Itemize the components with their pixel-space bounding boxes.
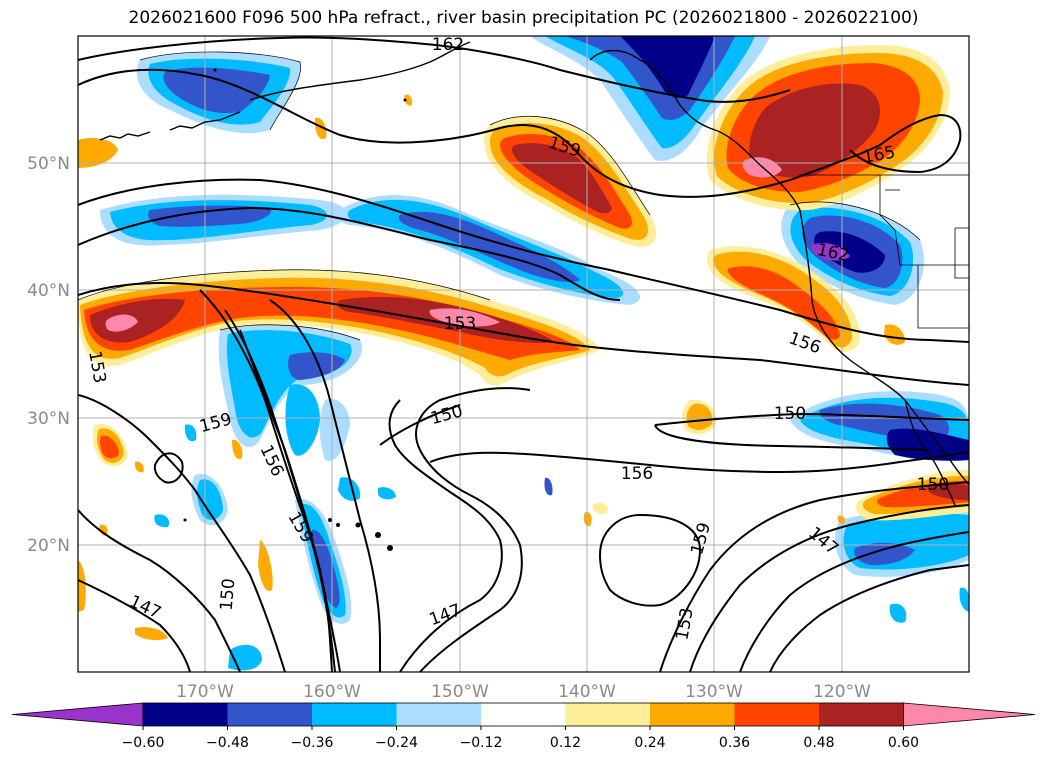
islands — [183, 68, 407, 551]
contour-label: 150 — [217, 578, 240, 612]
chart-title: 2026021600 F096 500 hPa refract., river … — [128, 8, 919, 28]
colorbar-tick-label: −0.36 — [291, 735, 334, 751]
contour-label: 156 — [621, 464, 653, 484]
map-frame — [77, 35, 970, 673]
lat-label: 40°N — [27, 281, 70, 301]
colorbar-segment — [565, 703, 651, 726]
colorbar-tick-label: −0.12 — [460, 735, 503, 751]
lat-label: 30°N — [27, 409, 70, 429]
colorbar-segment — [650, 703, 735, 726]
colorbar-segment — [227, 703, 313, 726]
colorbar-segment — [143, 703, 228, 726]
colorbar-tick-label: 0.24 — [634, 735, 665, 751]
state-borders — [800, 174, 969, 329]
colorbar-extend-min — [11, 702, 144, 727]
map-plot-area: 162 159 165 162 153 156 153 150 150 159 … — [78, 35, 969, 672]
contour-label: 162 — [432, 35, 464, 55]
lat-label: 50°N — [27, 154, 70, 174]
lon-label: 170°W — [176, 682, 234, 702]
colorbar-tick-label: 0.60 — [888, 735, 919, 751]
colorbar-tick-label: −0.48 — [206, 735, 249, 751]
lon-label: 150°W — [431, 682, 489, 702]
lon-label: 120°W — [813, 682, 871, 702]
colorbar-segment — [819, 703, 904, 726]
lon-label: 140°W — [558, 682, 616, 702]
coastlines — [99, 41, 969, 506]
contour-label: 150 — [917, 475, 949, 495]
refractivity-contours-thin — [78, 51, 921, 341]
lon-label: 130°W — [685, 682, 743, 702]
colorbar-segment — [481, 703, 566, 726]
colorbar-tick-label: 0.48 — [803, 735, 834, 751]
contour-label: 153 — [444, 314, 476, 334]
colorbar-segment — [312, 703, 397, 726]
colorbar-tick-label: 0.12 — [550, 735, 581, 751]
colorbar-segment — [396, 703, 482, 726]
longitude-labels: 170°W 160°W 150°W 140°W 130°W 120°W — [176, 682, 871, 702]
latitude-labels: 50°N 40°N 30°N 20°N — [27, 154, 70, 556]
colorbar-tick-label: −0.60 — [122, 735, 165, 751]
colorbar: −0.60 −0.48 −0.36 −0.24 −0.12 0.12 0.24 0.36 0.4… — [11, 702, 1036, 751]
lon-label: 160°W — [303, 682, 361, 702]
lat-label: 20°N — [27, 536, 70, 556]
colorbar-tick-label: 0.36 — [719, 735, 750, 751]
refractivity-contours — [78, 36, 969, 672]
colorbar-tick-label: −0.24 — [375, 735, 418, 751]
colorbar-extend-max — [903, 702, 1036, 727]
colorbar-segment — [734, 703, 820, 726]
contour-label: 150 — [774, 404, 806, 424]
colorbar-frame — [142, 702, 904, 727]
